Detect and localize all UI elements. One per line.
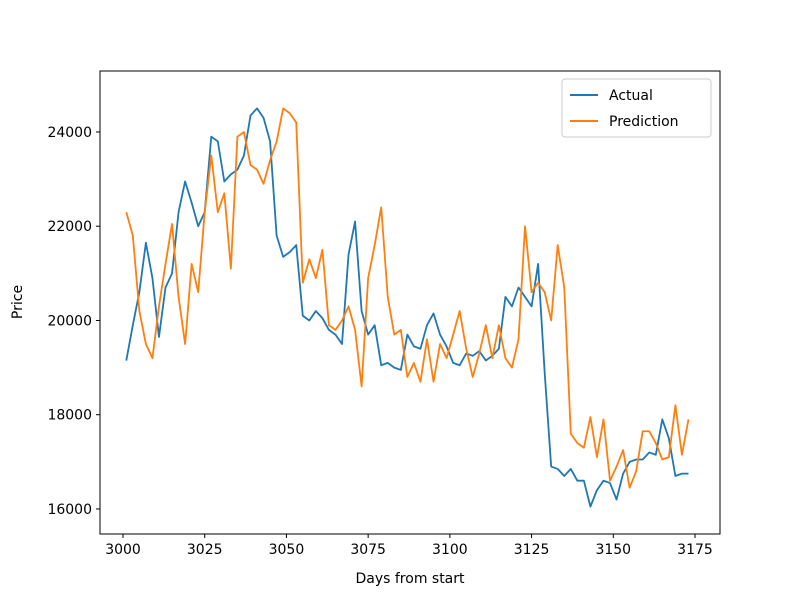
x-tick-label: 3075	[350, 542, 386, 558]
y-tick-label: 16000	[47, 502, 92, 518]
legend-label: Prediction	[609, 114, 679, 130]
y-tick-label: 22000	[47, 219, 92, 235]
x-tick-label: 3025	[187, 542, 223, 558]
y-axis-label: Price	[10, 285, 26, 319]
y-tick-label: 20000	[47, 313, 92, 329]
line	[125, 107, 689, 508]
x-tick-label: 3100	[432, 542, 468, 558]
line	[125, 107, 690, 489]
y-tick-label: 18000	[47, 408, 92, 424]
plot-frame	[99, 70, 721, 535]
x-axis-label: Days from start	[355, 571, 465, 587]
x-tick-label: 3150	[595, 542, 631, 558]
x-tick-label: 3050	[269, 542, 305, 558]
legend-box	[561, 78, 712, 138]
y-tick-label: 24000	[47, 125, 92, 141]
legend-label: Actual	[609, 88, 653, 104]
x-tick-label: 3125	[514, 542, 550, 558]
x-tick-label: 3175	[677, 542, 713, 558]
x-tick-label: 3000	[105, 542, 141, 558]
